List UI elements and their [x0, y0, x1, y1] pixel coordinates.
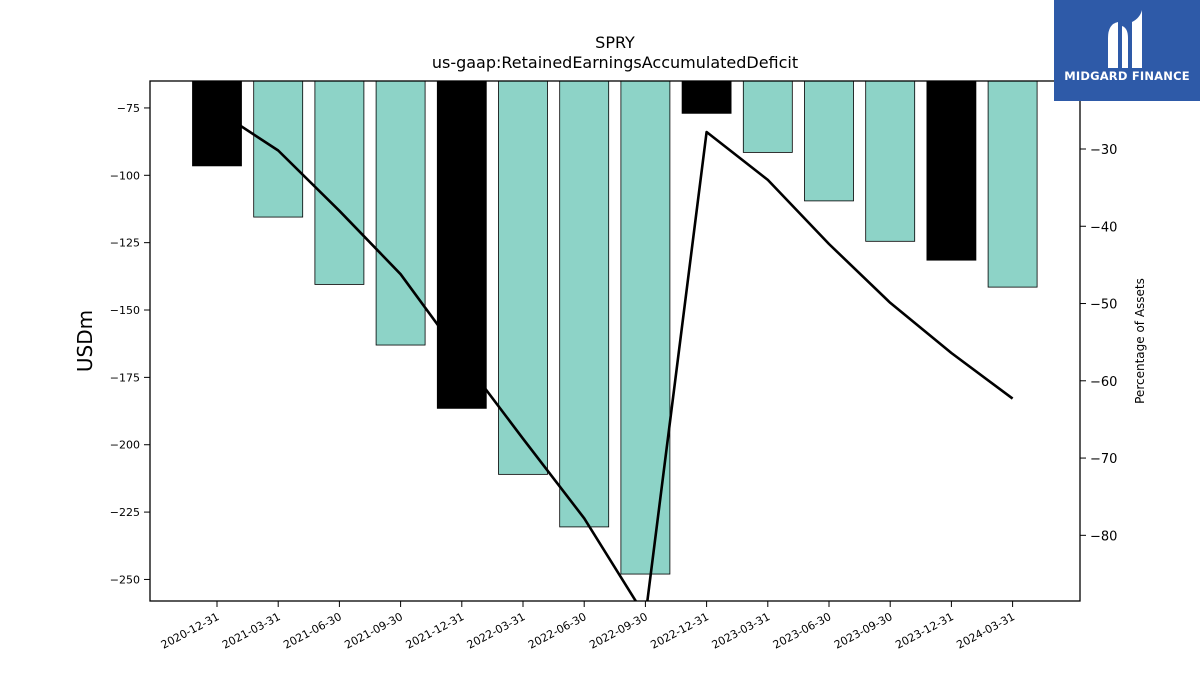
- percent-assets-line: [216, 109, 1014, 601]
- y2-tick-label: −40: [1090, 220, 1117, 235]
- bar: [681, 81, 732, 114]
- y-tick-label: −225: [110, 506, 140, 519]
- y2-tick-label: −30: [1090, 143, 1117, 158]
- bar: [498, 81, 548, 475]
- x-tick-label: 2022-03-31: [465, 610, 528, 651]
- x-tick-label: 2024-03-31: [954, 610, 1017, 651]
- x-tick-label: 2021-12-31: [404, 610, 467, 651]
- bar: [987, 81, 1038, 288]
- bar: [559, 81, 610, 528]
- y2-tick-label: −80: [1090, 529, 1117, 544]
- chart-title: SPRY: [595, 33, 635, 52]
- bar: [926, 81, 977, 261]
- x-tick-label: 2023-03-31: [710, 610, 773, 651]
- y-tick-label: −150: [110, 304, 140, 317]
- x-tick-label: 2023-09-30: [832, 610, 895, 651]
- x-tick-label: 2022-09-30: [587, 610, 650, 651]
- x-tick-label: 2023-06-30: [771, 610, 834, 651]
- y-axis-label: USDm: [73, 310, 97, 372]
- x-tick-label: 2021-03-31: [220, 610, 283, 651]
- x-tick-label: 2022-06-30: [526, 610, 589, 651]
- y2-axis-label: Percentage of Assets: [1133, 278, 1147, 404]
- chart-subtitle: us-gaap:RetainedEarningsAccumulatedDefic…: [432, 53, 798, 72]
- x-tick-label: 2022-12-31: [648, 610, 711, 651]
- x-tick-label: 2021-09-30: [342, 610, 405, 651]
- plot-frame: [149, 80, 1081, 602]
- x-tick-label: 2021-06-30: [281, 610, 344, 651]
- y-tick-label: −200: [110, 439, 140, 452]
- line-layer: [216, 109, 1014, 601]
- bar: [314, 81, 365, 285]
- y-tick-label: −125: [110, 237, 140, 250]
- y2-tick-label: −70: [1090, 452, 1117, 467]
- x-tick-label: 2020-12-31: [159, 610, 222, 651]
- bar: [375, 81, 426, 346]
- bar: [192, 81, 242, 167]
- bar: [436, 81, 487, 409]
- y-tick-label: −250: [110, 573, 140, 586]
- bar: [865, 81, 916, 242]
- bar: [620, 81, 671, 575]
- bars-layer: [192, 81, 1038, 575]
- y-tick-label: −100: [110, 169, 140, 182]
- midgard-finance-logo: MIDGARD FINANCE: [1054, 0, 1200, 101]
- bar: [804, 81, 854, 202]
- y2-tick-label: −50: [1090, 298, 1117, 313]
- midgard-logo-icon: [1108, 10, 1142, 68]
- y-tick-label: −175: [110, 371, 140, 384]
- y2-tick-label: −60: [1090, 375, 1117, 390]
- bar: [742, 81, 793, 153]
- x-tick-label: 2023-12-31: [893, 610, 956, 651]
- brand-name: MIDGARD FINANCE: [1064, 69, 1190, 83]
- y-tick-label: −75: [117, 102, 140, 115]
